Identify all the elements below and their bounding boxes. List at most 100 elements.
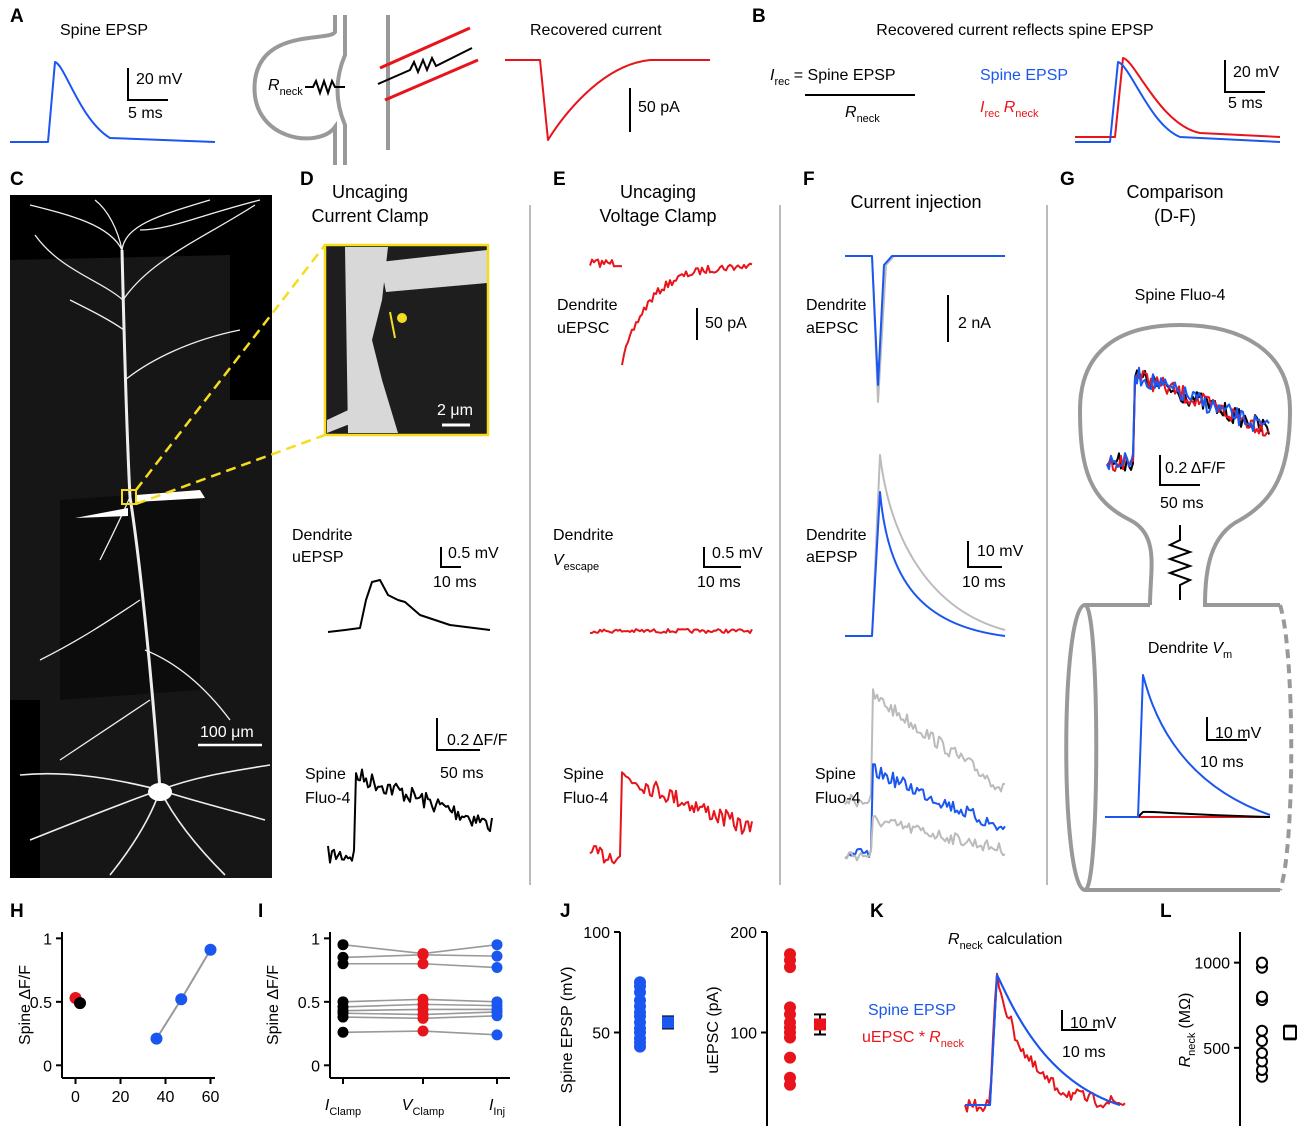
- text-part: Spine EPSP: [868, 1002, 956, 1019]
- label: 5 ms: [1228, 95, 1263, 112]
- text-part: 10 mV: [1215, 725, 1262, 742]
- text-part: (D-F): [1154, 206, 1196, 226]
- label: 0.2 ΔF/F: [1165, 460, 1226, 477]
- x-tick-label: VClamp: [402, 1097, 444, 1118]
- text-part: 50 ms: [1160, 495, 1204, 512]
- label: Voltage Clamp: [599, 206, 716, 226]
- point: [205, 944, 217, 956]
- text-part: 0.2 ΔF/F: [447, 732, 508, 749]
- text-part: neck: [941, 1038, 965, 1050]
- point: [338, 1027, 349, 1038]
- label: 2 μm: [437, 402, 473, 419]
- point: [634, 976, 646, 988]
- text-part: = Spine EPSP: [794, 67, 896, 84]
- text-part: Current Clamp: [311, 206, 428, 226]
- text-part: Recovered current: [530, 22, 662, 39]
- label: 20 mV: [136, 71, 183, 88]
- y-tick-label: 100: [730, 1026, 757, 1043]
- text-part: R: [1004, 99, 1016, 116]
- text-part: neck: [280, 86, 304, 98]
- point: [784, 948, 796, 960]
- label: aEPSP: [806, 549, 858, 566]
- text-part: Dendrite: [292, 527, 353, 544]
- label: Uncaging: [332, 182, 408, 202]
- y-tick-label: 1000: [1194, 956, 1230, 973]
- text-part: Spine EPSP: [60, 22, 148, 39]
- label: Spine EPSP: [980, 67, 1068, 84]
- text-part: 10 ms: [433, 574, 477, 591]
- text-part: Uncaging: [332, 182, 408, 202]
- text-part: L: [1160, 901, 1172, 922]
- label: Fluo-4: [305, 790, 350, 807]
- text-part: escape: [564, 561, 599, 573]
- trace: [845, 764, 1005, 858]
- text-part: Dendrite: [553, 527, 614, 544]
- y-tick-label: 200: [730, 925, 757, 942]
- label: 0.5 mV: [448, 545, 499, 562]
- text-part: Fluo-4: [305, 790, 350, 807]
- y-tick-label: 50: [592, 1026, 610, 1043]
- y-tick-label: 0.5: [30, 995, 52, 1012]
- trace: [10, 62, 215, 142]
- label: Vescape: [553, 552, 599, 573]
- label: Rneck: [845, 104, 880, 125]
- text-part: 10 ms: [1062, 1044, 1106, 1061]
- text-part: Inj: [493, 1106, 505, 1118]
- label: Dendrite: [292, 527, 353, 544]
- text-part: Spine EPSP (mV): [559, 967, 576, 1094]
- x-tick-label: 20: [112, 1089, 130, 1106]
- point: [1257, 958, 1267, 968]
- label: 100 μm: [200, 724, 254, 741]
- page: ABCDEFGHIJKLSpine EPSP20 mV5 msRneckReco…: [0, 0, 1311, 1126]
- label: Spine Fluo-4: [1135, 287, 1226, 304]
- trace: [1107, 368, 1269, 469]
- text-part: 50 ms: [440, 765, 484, 782]
- trace: [845, 492, 1005, 636]
- text-part: uEPSC: [557, 320, 609, 337]
- text-part: Comparison: [1126, 182, 1223, 202]
- y-tick-label: 1: [43, 931, 52, 948]
- panel-label: F: [803, 169, 815, 190]
- y-tick-label: 0.5: [298, 995, 320, 1012]
- text-part: uEPSP: [292, 549, 344, 566]
- panel-label: A: [10, 6, 24, 27]
- text-part: Dendrite: [806, 527, 867, 544]
- point: [492, 1029, 503, 1040]
- text-part: 5 ms: [128, 105, 163, 122]
- point: [1257, 1048, 1267, 1058]
- text-part: R: [1177, 1055, 1194, 1067]
- trace: [590, 629, 752, 633]
- text-part: neck: [960, 940, 984, 952]
- text-part: 2 μm: [437, 402, 473, 419]
- text-part: Spine Fluo-4: [1135, 287, 1226, 304]
- label: uEPSC *Rneck: [862, 1029, 964, 1050]
- spine-outline: [1066, 325, 1290, 890]
- trace: [965, 974, 1125, 1112]
- label: Rneck: [268, 77, 303, 98]
- text-part: neck: [1015, 108, 1039, 120]
- panel-label: J: [560, 901, 571, 922]
- label: Fluo-4: [815, 790, 860, 807]
- panel-label: C: [10, 169, 24, 190]
- text-part: Uncaging: [620, 182, 696, 202]
- point: [151, 1033, 163, 1045]
- point: [784, 1052, 796, 1064]
- label: 10 ms: [1200, 754, 1244, 771]
- label: Dendrite: [806, 527, 867, 544]
- trace: [590, 772, 752, 863]
- text-part: uEPSC *: [862, 1029, 925, 1046]
- text-part: R: [845, 104, 857, 121]
- trace: [845, 689, 1005, 806]
- point: [492, 962, 503, 973]
- text-part: Spine: [815, 766, 856, 783]
- text-part: R: [268, 77, 280, 94]
- point: [1257, 1026, 1267, 1036]
- label: Spine EPSP: [60, 22, 148, 39]
- trace: [965, 975, 1120, 1105]
- point: [492, 939, 503, 950]
- text-part: 10 ms: [697, 574, 741, 591]
- point: [784, 1001, 796, 1013]
- point: [1257, 1036, 1267, 1046]
- y-tick-label: 0: [311, 1058, 320, 1075]
